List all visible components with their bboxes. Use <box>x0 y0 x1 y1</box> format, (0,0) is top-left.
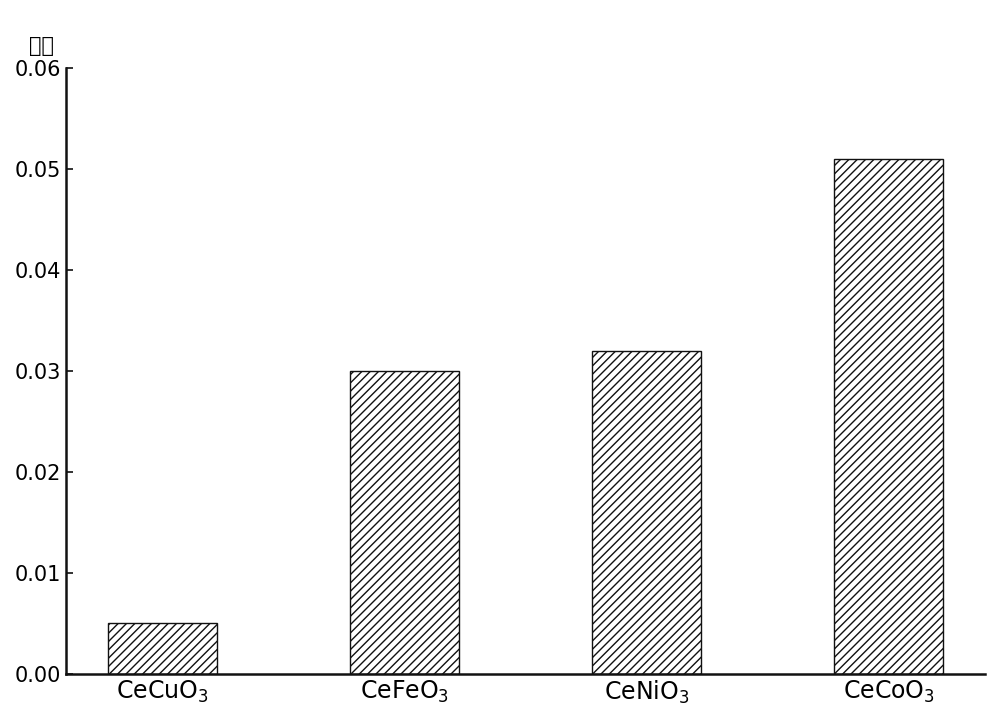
Bar <box>592 350 701 674</box>
Bar <box>834 159 943 674</box>
Bar <box>108 624 217 674</box>
Text: 产率: 产率 <box>29 35 54 56</box>
Bar <box>350 371 459 674</box>
